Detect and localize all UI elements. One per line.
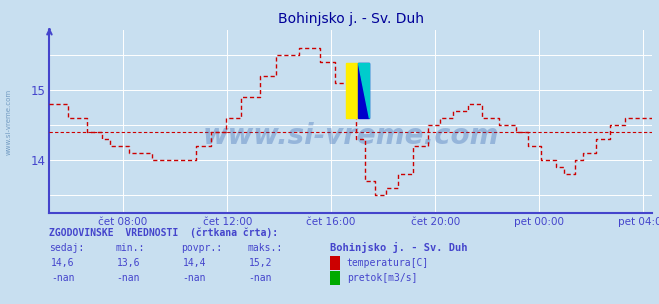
- Polygon shape: [358, 63, 369, 118]
- Text: 14,4: 14,4: [183, 258, 206, 268]
- Text: ZGODOVINSKE  VREDNOSTI  (črtkana črta):: ZGODOVINSKE VREDNOSTI (črtkana črta):: [49, 227, 279, 238]
- Text: maks.:: maks.:: [247, 243, 282, 253]
- Text: 13,6: 13,6: [117, 258, 140, 268]
- Text: -nan: -nan: [51, 273, 74, 283]
- Bar: [346, 63, 358, 118]
- Text: 15,2: 15,2: [248, 258, 272, 268]
- Text: povpr.:: povpr.:: [181, 243, 222, 253]
- Text: min.:: min.:: [115, 243, 145, 253]
- Text: www.si-vreme.com: www.si-vreme.com: [203, 122, 499, 150]
- Text: Bohinjsko j. - Sv. Duh: Bohinjsko j. - Sv. Duh: [330, 242, 467, 253]
- Text: sedaj:: sedaj:: [49, 243, 84, 253]
- Text: www.si-vreme.com: www.si-vreme.com: [5, 88, 11, 155]
- Text: temperatura[C]: temperatura[C]: [347, 258, 429, 268]
- Title: Bohinjsko j. - Sv. Duh: Bohinjsko j. - Sv. Duh: [278, 12, 424, 26]
- Text: 14,6: 14,6: [51, 258, 74, 268]
- Text: pretok[m3/s]: pretok[m3/s]: [347, 273, 417, 283]
- Text: -nan: -nan: [183, 273, 206, 283]
- Text: -nan: -nan: [248, 273, 272, 283]
- Bar: [358, 63, 369, 118]
- Text: -nan: -nan: [117, 273, 140, 283]
